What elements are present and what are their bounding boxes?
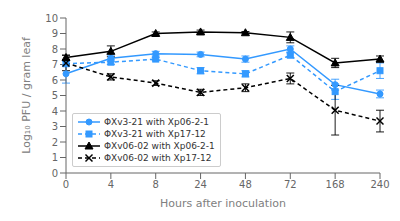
- svg-text:4: 4: [108, 179, 114, 190]
- svg-text:0: 0: [63, 179, 69, 190]
- svg-text:7: 7: [52, 59, 58, 70]
- svg-text:Hours after inoculation: Hours after inoculation: [160, 197, 286, 210]
- svg-text:48: 48: [239, 179, 252, 190]
- svg-text:3: 3: [52, 121, 58, 132]
- svg-text:5: 5: [52, 90, 58, 101]
- svg-text:240: 240: [370, 179, 389, 190]
- svg-text:10: 10: [45, 13, 58, 24]
- html-text:ΦXv3-21 with Xp17-12: ΦXv3-21 with Xp17-12: [104, 129, 206, 139]
- html-text:ΦXv3-21 with Xp06-2-1: ΦXv3-21 with Xp06-2-1: [104, 117, 210, 127]
- svg-text:1: 1: [52, 152, 58, 163]
- svg-text:8: 8: [52, 44, 58, 55]
- svg-text:4: 4: [52, 106, 58, 117]
- svg-text:6: 6: [52, 75, 58, 86]
- svg-text:0: 0: [52, 168, 58, 179]
- svg-text:9: 9: [52, 28, 58, 39]
- html-text:ΦXv06-02 with Xp06-2-1: ΦXv06-02 with Xp06-2-1: [104, 141, 215, 151]
- svg-text:24: 24: [194, 179, 207, 190]
- svg-text:168: 168: [326, 179, 345, 190]
- svg-text:2: 2: [52, 137, 58, 148]
- svg-text:8: 8: [153, 179, 159, 190]
- html-text:ΦXv06-02 with Xp17-12: ΦXv06-02 with Xp17-12: [104, 153, 212, 163]
- svg-text:Log₁₀ PFU / gram leaf: Log₁₀ PFU / gram leaf: [20, 36, 33, 154]
- svg-text:72: 72: [284, 179, 297, 190]
